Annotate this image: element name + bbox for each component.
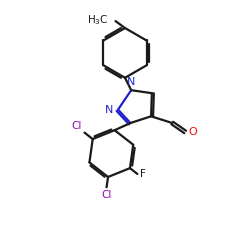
- Text: N: N: [127, 77, 136, 87]
- Text: Cl: Cl: [71, 121, 82, 131]
- Text: Cl: Cl: [102, 190, 112, 200]
- Text: N: N: [105, 105, 114, 115]
- Text: O: O: [189, 128, 198, 138]
- Text: H$_3$C: H$_3$C: [87, 13, 108, 27]
- Text: F: F: [140, 169, 146, 179]
